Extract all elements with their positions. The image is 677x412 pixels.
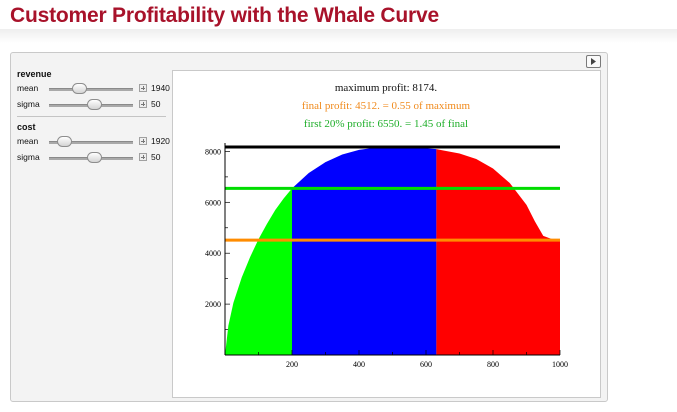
page-title: Customer Profitability with the Whale Cu…: [10, 4, 439, 27]
whale-curve-chart: 2000 4000 6000 8000 200 400 600 800 1000 maximum…: [205, 82, 568, 369]
y-tick-label: 8000: [205, 147, 221, 156]
revenue-sigma-value: 50: [151, 99, 161, 109]
y-tick-label: 4000: [205, 249, 221, 258]
revenue-mean-slider-thumb[interactable]: [71, 83, 87, 94]
cost-sigma-value: 50: [151, 152, 161, 162]
play-icon: [591, 58, 596, 65]
revenue-sigma-plus-button[interactable]: [139, 100, 147, 108]
cost-sigma-plus-button[interactable]: [139, 153, 147, 161]
cost-mean-value: 1920: [151, 136, 170, 146]
profit-region-1: [225, 188, 292, 355]
revenue-sigma-label: sigma: [17, 99, 40, 109]
revenue-mean-plus-button[interactable]: [139, 84, 147, 92]
annotation-first20-profit: first 20% profit: 6550. = 1.45 of final: [304, 118, 468, 130]
y-tick-label: 2000: [205, 300, 221, 309]
x-tick-label: 1000: [552, 360, 568, 369]
chart-area: 2000 4000 6000 8000 200 400 600 800 1000 maximum…: [172, 70, 601, 398]
cost-mean-plus-button[interactable]: [139, 137, 147, 145]
revenue-sigma-slider-thumb[interactable]: [86, 99, 102, 110]
revenue-mean-value: 1940: [151, 83, 170, 93]
revenue-label: revenue: [17, 69, 52, 79]
cost-mean-slider[interactable]: [49, 141, 133, 144]
title-underline: [0, 29, 677, 43]
cost-mean-control: mean 1920: [17, 133, 170, 149]
annotation-max-profit: maximum profit: 8174.: [335, 82, 438, 94]
x-tick-label: 200: [286, 360, 298, 369]
x-tick-label: 600: [420, 360, 432, 369]
cost-sigma-label: sigma: [17, 152, 40, 162]
cost-mean-label: mean: [17, 136, 39, 146]
annotation-final-profit: final profit: 4512. = 0.55 of maximum: [302, 100, 471, 112]
cost-sigma-control: sigma 50: [17, 149, 165, 165]
y-tick-label: 6000: [205, 198, 221, 207]
revenue-sigma-control: sigma 50: [17, 96, 165, 112]
cost-label: cost: [17, 122, 36, 132]
profit-region-3: [436, 149, 560, 355]
chart-axes: 2000 4000 6000 8000 200 400 600 800 1000: [205, 143, 568, 369]
chart-reference-lines: [225, 145, 560, 242]
cost-mean-slider-thumb[interactable]: [57, 136, 73, 147]
revenue-mean-control: mean 1940: [17, 80, 170, 96]
profit-region-2: [292, 147, 437, 355]
chart-regions: [225, 147, 560, 355]
controls-panel: revenue mean 1940 sigma 50 cost mean 192…: [17, 68, 170, 165]
revenue-mean-slider[interactable]: [49, 88, 133, 91]
expand-button[interactable]: [586, 55, 601, 68]
revenue-mean-label: mean: [17, 83, 39, 93]
x-tick-label: 800: [487, 360, 499, 369]
cost-sigma-slider-thumb[interactable]: [86, 152, 102, 163]
x-tick-label: 400: [353, 360, 365, 369]
controls-divider: [17, 116, 166, 117]
